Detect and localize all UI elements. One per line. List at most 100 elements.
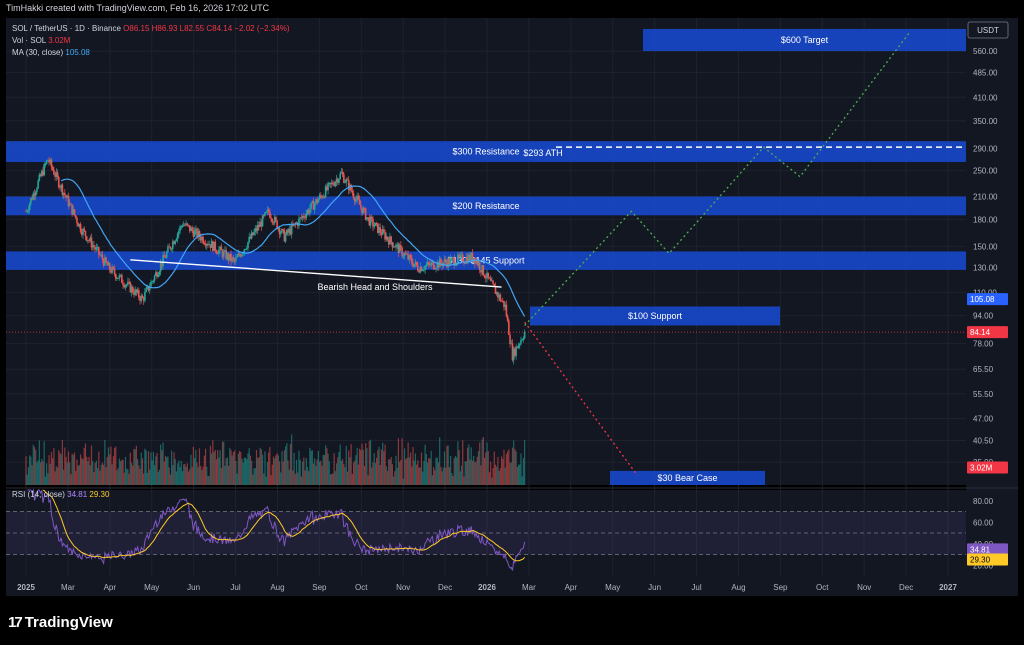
candle-body	[203, 243, 206, 244]
candle-body	[413, 264, 416, 267]
candle-body	[186, 223, 189, 225]
candle-body	[303, 215, 305, 218]
volume-bar	[63, 469, 65, 485]
volume-bar	[359, 448, 361, 485]
candle-body	[116, 278, 118, 279]
ma-legend[interactable]: MA (30, close) 105.08	[12, 48, 90, 57]
volume-bar	[305, 458, 307, 485]
volume-bar	[403, 448, 406, 485]
candle-body	[315, 199, 317, 204]
symbol-legend[interactable]: SOL / TetherUS · 1D · Binance O86.15 H86…	[12, 24, 290, 33]
candle-body	[390, 236, 392, 243]
volume-bar	[181, 471, 184, 485]
candle-body	[400, 245, 402, 248]
volume-bar	[191, 466, 193, 485]
candle-body	[431, 262, 434, 263]
volume-bar	[66, 462, 68, 485]
candle-body	[412, 263, 414, 267]
volume-bar	[385, 466, 387, 485]
volume-bar	[229, 448, 231, 485]
volume-bar	[170, 450, 173, 485]
volume-bar	[374, 463, 376, 485]
volume-bar	[134, 449, 136, 485]
volume-bar	[215, 459, 218, 485]
candle-body	[521, 339, 523, 341]
candle-body	[511, 343, 514, 361]
volume-label: Vol · SOL	[12, 36, 46, 45]
volume-bar	[135, 445, 137, 485]
volume-bar	[339, 444, 341, 485]
tradingview-logo[interactable]: 17 TradingView	[8, 614, 113, 631]
candle-body	[356, 196, 358, 199]
candle-body	[375, 222, 378, 224]
candle-body	[343, 174, 345, 183]
volume-bar	[318, 461, 321, 485]
volume-legend[interactable]: Vol · SOL 3.02M	[12, 36, 70, 45]
candle-body	[135, 289, 138, 293]
volume-bar	[441, 471, 443, 485]
candle-body	[329, 182, 332, 184]
candle-body	[230, 253, 232, 262]
volume-bar	[435, 457, 437, 485]
volume-bar	[151, 460, 153, 485]
volume-bar	[90, 445, 93, 485]
volume-bar	[87, 461, 89, 485]
candle-body	[370, 216, 373, 219]
rsi-ma-line	[42, 489, 525, 562]
candle-body	[165, 252, 168, 258]
volume-bar	[29, 455, 31, 485]
candle-body	[33, 193, 36, 196]
volume-bar	[323, 454, 326, 485]
volume-bar	[179, 466, 181, 485]
volume-bar	[127, 469, 129, 485]
candle-body	[328, 182, 331, 184]
candle-body	[131, 286, 134, 293]
volume-bar	[510, 462, 512, 485]
volume-bar	[420, 452, 423, 485]
volume-bar	[145, 450, 147, 485]
candle-body	[136, 290, 139, 293]
volume-bar	[306, 466, 309, 485]
volume-bar	[144, 448, 146, 485]
volume-bar	[237, 453, 239, 485]
volume-bar	[426, 462, 429, 485]
candle-body	[27, 209, 30, 212]
zone-label: $30 Bear Case	[657, 473, 717, 483]
volume-bar	[462, 440, 464, 485]
volume-bar	[362, 449, 364, 485]
volume-bar	[69, 462, 71, 485]
candle-body	[277, 228, 280, 230]
candle-body	[253, 231, 255, 236]
candle-body	[282, 229, 284, 231]
rsi-legend[interactable]: RSI (14, close) 34.81 29.30	[12, 490, 109, 499]
candle-body	[444, 259, 447, 263]
candle-body	[233, 259, 236, 262]
candle-body	[508, 320, 510, 335]
volume-bar	[117, 467, 119, 485]
volume-bar	[161, 450, 163, 485]
volume-bar	[140, 452, 142, 485]
candle-body	[361, 207, 363, 214]
volume-bar	[516, 466, 518, 485]
volume-bar	[99, 470, 101, 485]
candle-body	[468, 254, 470, 263]
candle-body	[121, 274, 123, 283]
candle-body	[500, 300, 503, 302]
candle-body	[30, 198, 32, 204]
volume-bar	[377, 450, 379, 485]
volume-bar	[408, 457, 410, 485]
time-tick: Mar	[522, 583, 536, 592]
candle-body	[156, 272, 158, 278]
rsi-badge-bg	[967, 543, 1008, 556]
volume-bar	[226, 457, 228, 485]
candle-body	[298, 218, 300, 226]
candle-body	[333, 184, 335, 186]
candle-body	[420, 266, 423, 272]
candle-body	[402, 255, 405, 257]
candle-body	[106, 262, 109, 266]
volume-bar	[475, 461, 477, 485]
candle-body	[491, 280, 493, 282]
zone-box	[610, 470, 765, 485]
candle-body	[300, 217, 303, 219]
